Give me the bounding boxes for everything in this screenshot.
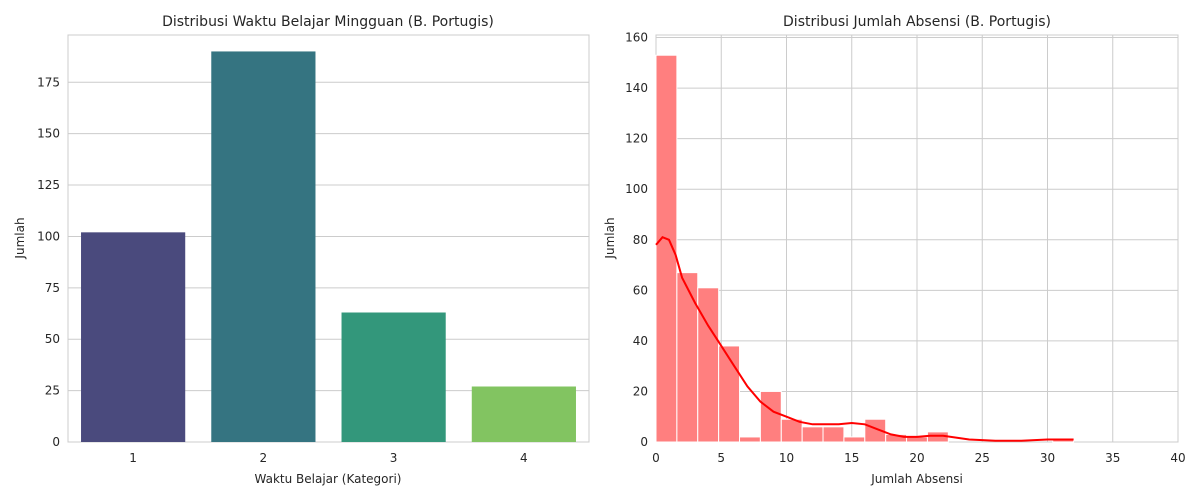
histogram-bar [801,426,824,443]
right-y-tick-label: 120 [625,132,648,146]
histogram-bar [759,390,782,443]
bar-chart-waktu-belajar: 0 25 50 75 100 125 150 175 1 2 3 4 Distribusi Wakt… [13,14,590,486]
histogram-bar [655,54,678,443]
right-y-tick-label: 20 [633,384,648,398]
right-x-tick-label: 35 [1105,451,1120,465]
histogram-bar [676,272,699,443]
left-x-tick-label: 3 [390,451,398,465]
kde-curve [655,236,1074,442]
left-y-tick-label: 25 [45,384,60,398]
bar-category-2 [211,51,316,442]
left-y-tick-label: 75 [45,281,60,295]
right-x-tick-label: 20 [909,451,924,465]
right-x-axis-label: Jumlah Absensi [870,472,963,486]
left-x-tick-labels: 1 2 3 4 [129,451,527,465]
right-x-tick-label: 5 [717,451,725,465]
histogram-jumlah-absensi: 0 20 40 60 80 100 120 140 160 0 5 10 15 20 25 30 35 40 D… [603,14,1186,486]
left-x-tick-label: 2 [260,451,268,465]
right-y-tick-label: 160 [625,31,648,45]
right-y-tick-label: 40 [633,334,648,348]
histogram-bar [864,418,887,443]
histogram-bar [739,436,761,443]
left-y-tick-label: 50 [45,332,60,346]
left-y-tick-labels: 0 25 50 75 100 125 150 175 [37,75,60,449]
right-y-tick-labels: 0 20 40 60 80 100 120 140 160 [625,31,648,449]
histogram-bar [697,287,720,443]
right-y-tick-label: 0 [640,435,648,449]
right-x-tick-label: 30 [1040,451,1055,465]
right-y-tick-label: 60 [633,283,648,297]
histogram-bar [822,426,845,443]
right-x-tick-label: 40 [1170,451,1185,465]
right-x-tick-label: 10 [779,451,794,465]
right-x-tick-label: 25 [975,451,990,465]
right-y-axis-label: Jumlah [603,217,617,259]
histogram-bar [843,436,866,443]
right-x-tick-label: 0 [652,451,660,465]
left-y-axis-label: Jumlah [13,217,27,259]
right-y-tick-label: 140 [625,81,648,95]
bar-category-4 [471,386,576,442]
left-y-tick-label: 125 [37,178,60,192]
left-y-tick-label: 100 [37,229,60,243]
right-x-tick-labels: 0 5 10 15 20 25 30 35 40 [652,451,1185,465]
left-y-tick-label: 0 [52,435,60,449]
left-y-tick-label: 150 [37,127,60,141]
left-bars [81,51,576,442]
right-y-tick-label: 80 [633,233,648,247]
right-y-tick-label: 100 [625,182,648,196]
bar-category-1 [81,232,186,442]
left-x-axis-label: Waktu Belajar (Kategori) [255,472,402,486]
histogram-bar [718,345,741,443]
left-chart-title: Distribusi Waktu Belajar Mingguan (B. Po… [162,14,494,30]
left-y-tick-label: 175 [37,75,60,89]
left-x-tick-label: 4 [520,451,528,465]
right-histogram-bars [655,54,1075,443]
right-chart-title: Distribusi Jumlah Absensi (B. Portugis) [783,14,1051,30]
right-x-tick-label: 15 [844,451,859,465]
bar-category-3 [341,312,446,442]
left-x-tick-label: 1 [129,451,137,465]
